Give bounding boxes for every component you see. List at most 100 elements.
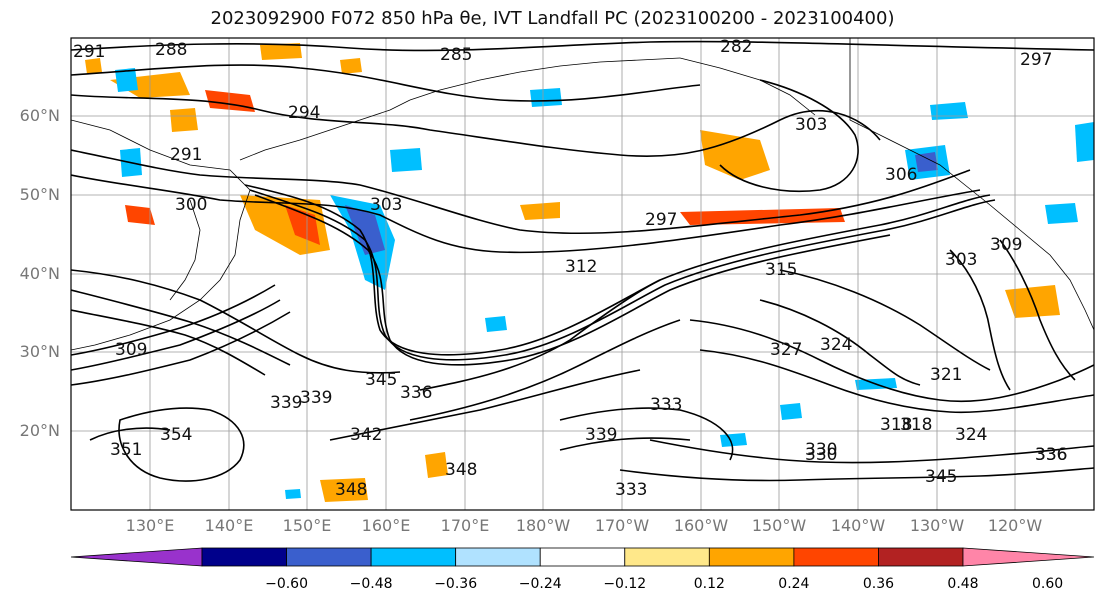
negative-patch: [345, 205, 385, 255]
colorbar-segment: [793, 547, 879, 567]
colorbar-segment: [370, 547, 457, 567]
lat-label: 20°N: [19, 421, 60, 440]
negative-patch: [1045, 203, 1078, 224]
lon-label: 140°E: [204, 516, 254, 535]
lon-label: 140°W: [830, 516, 886, 535]
lon-label: 130°W: [909, 516, 965, 535]
positive-patch: [425, 452, 448, 478]
positive-patch: [85, 58, 102, 74]
negative-patch: [115, 68, 138, 92]
colorbar-extend-low: [70, 547, 203, 567]
colorbar-tick-label: 0.60: [1031, 576, 1064, 592]
contour-label: 330: [805, 445, 837, 465]
lon-label: 130°E: [125, 516, 175, 535]
lon-label: 150°E: [282, 516, 332, 535]
lat-label: 50°N: [19, 185, 60, 204]
contour-label: 291: [170, 145, 202, 165]
colorbar-segment: [201, 547, 287, 567]
positive-patch: [320, 478, 368, 502]
coastlines: [71, 38, 1094, 351]
lat-label: 60°N: [19, 106, 60, 125]
colorbar-extend-high: [962, 547, 1095, 567]
contour-label: 327: [770, 340, 802, 360]
contour-label: 312: [565, 257, 597, 277]
contour-label: 294: [288, 103, 320, 123]
colorbar-tick-label: −0.24: [518, 576, 562, 592]
positive-patch: [340, 58, 362, 74]
colorbar-segment: [455, 547, 541, 567]
positive-patch: [680, 208, 845, 225]
colorbar-tick-label: −0.12: [603, 576, 647, 592]
shaded-anomaly-layer: [85, 43, 1094, 502]
negative-patch: [285, 489, 301, 499]
contour-label: 354: [160, 425, 192, 445]
contour-label: 348: [335, 480, 367, 500]
contour-label: 288: [155, 40, 187, 60]
contour-label: 309: [990, 235, 1022, 255]
negative-patch: [915, 152, 938, 172]
positive-patch: [260, 43, 302, 60]
positive-patch: [700, 130, 770, 180]
contour-label: 339: [585, 425, 617, 445]
negative-patch: [930, 102, 968, 120]
contour-label: 330: [805, 440, 837, 460]
contour-label: 345: [925, 467, 957, 487]
contour-label: 321: [930, 365, 962, 385]
colorbar-tick-label: 0.12: [693, 576, 725, 592]
contour-labels: 291 288 285 282 294 291 300 303 297 303 …: [73, 38, 1067, 500]
theta-e-contours: [71, 40, 1094, 482]
contour-label: 339: [270, 393, 302, 413]
contour-label: 345: [365, 370, 397, 390]
negative-patch: [780, 403, 802, 420]
contour-label: 333: [615, 480, 647, 500]
contour-label: 336: [1035, 445, 1067, 465]
lon-label: 150°W: [751, 516, 807, 535]
negative-patch: [485, 316, 507, 332]
contour-label: 333: [650, 395, 682, 415]
contour-label: 315: [765, 260, 797, 280]
negative-patch: [530, 88, 562, 107]
colorbar-segment: [878, 547, 964, 567]
negative-patch: [1075, 122, 1094, 162]
contour-label: 342: [350, 425, 382, 445]
graticule: [71, 38, 1094, 510]
positive-patch: [520, 202, 560, 220]
positive-patch: [125, 205, 155, 225]
contour-label: 348: [445, 460, 477, 480]
positive-patch: [205, 90, 255, 112]
colorbar-segment: [708, 547, 795, 567]
positive-patch: [285, 205, 320, 245]
contour-label: 303: [370, 195, 402, 215]
contour-label: 324: [955, 425, 987, 445]
colorbar-segment: [624, 547, 710, 567]
lon-label: 160°E: [361, 516, 411, 535]
colorbar: [70, 547, 1095, 567]
positive-patch: [170, 108, 198, 132]
contour-label: 336: [400, 383, 432, 403]
contour-label: 285: [440, 45, 472, 65]
colorbar-tick-label: −0.48: [349, 576, 393, 592]
colorbar-tick-label: −0.60: [265, 576, 308, 592]
lon-label: 120°W: [987, 516, 1043, 535]
lat-label: 30°N: [19, 342, 60, 361]
colorbar-tick-label: 0.36: [862, 576, 895, 592]
negative-patch: [720, 433, 747, 447]
lon-label: 160°W: [673, 516, 729, 535]
contour-label: 318: [880, 415, 912, 435]
colorbar-tick-label: 0.48: [947, 576, 979, 592]
contour-label: 351: [110, 440, 142, 460]
colorbar-segment: [286, 547, 372, 567]
lon-label: 170°W: [594, 516, 650, 535]
contour-label: 309: [115, 340, 147, 360]
lat-label: 40°N: [19, 264, 60, 283]
contour-label: 291: [73, 42, 105, 62]
map-title: 2023092900 F072 850 hPa θe, IVT Landfall…: [210, 8, 895, 29]
negative-patch: [390, 148, 422, 172]
lon-label: 170°E: [440, 516, 490, 535]
contour-label: 306: [885, 165, 917, 185]
contour-label: 336: [1035, 445, 1067, 465]
colorbar-segment: [539, 547, 626, 567]
contour-label: 324: [820, 335, 852, 355]
colorbar-tick-label: 0.24: [778, 576, 810, 592]
